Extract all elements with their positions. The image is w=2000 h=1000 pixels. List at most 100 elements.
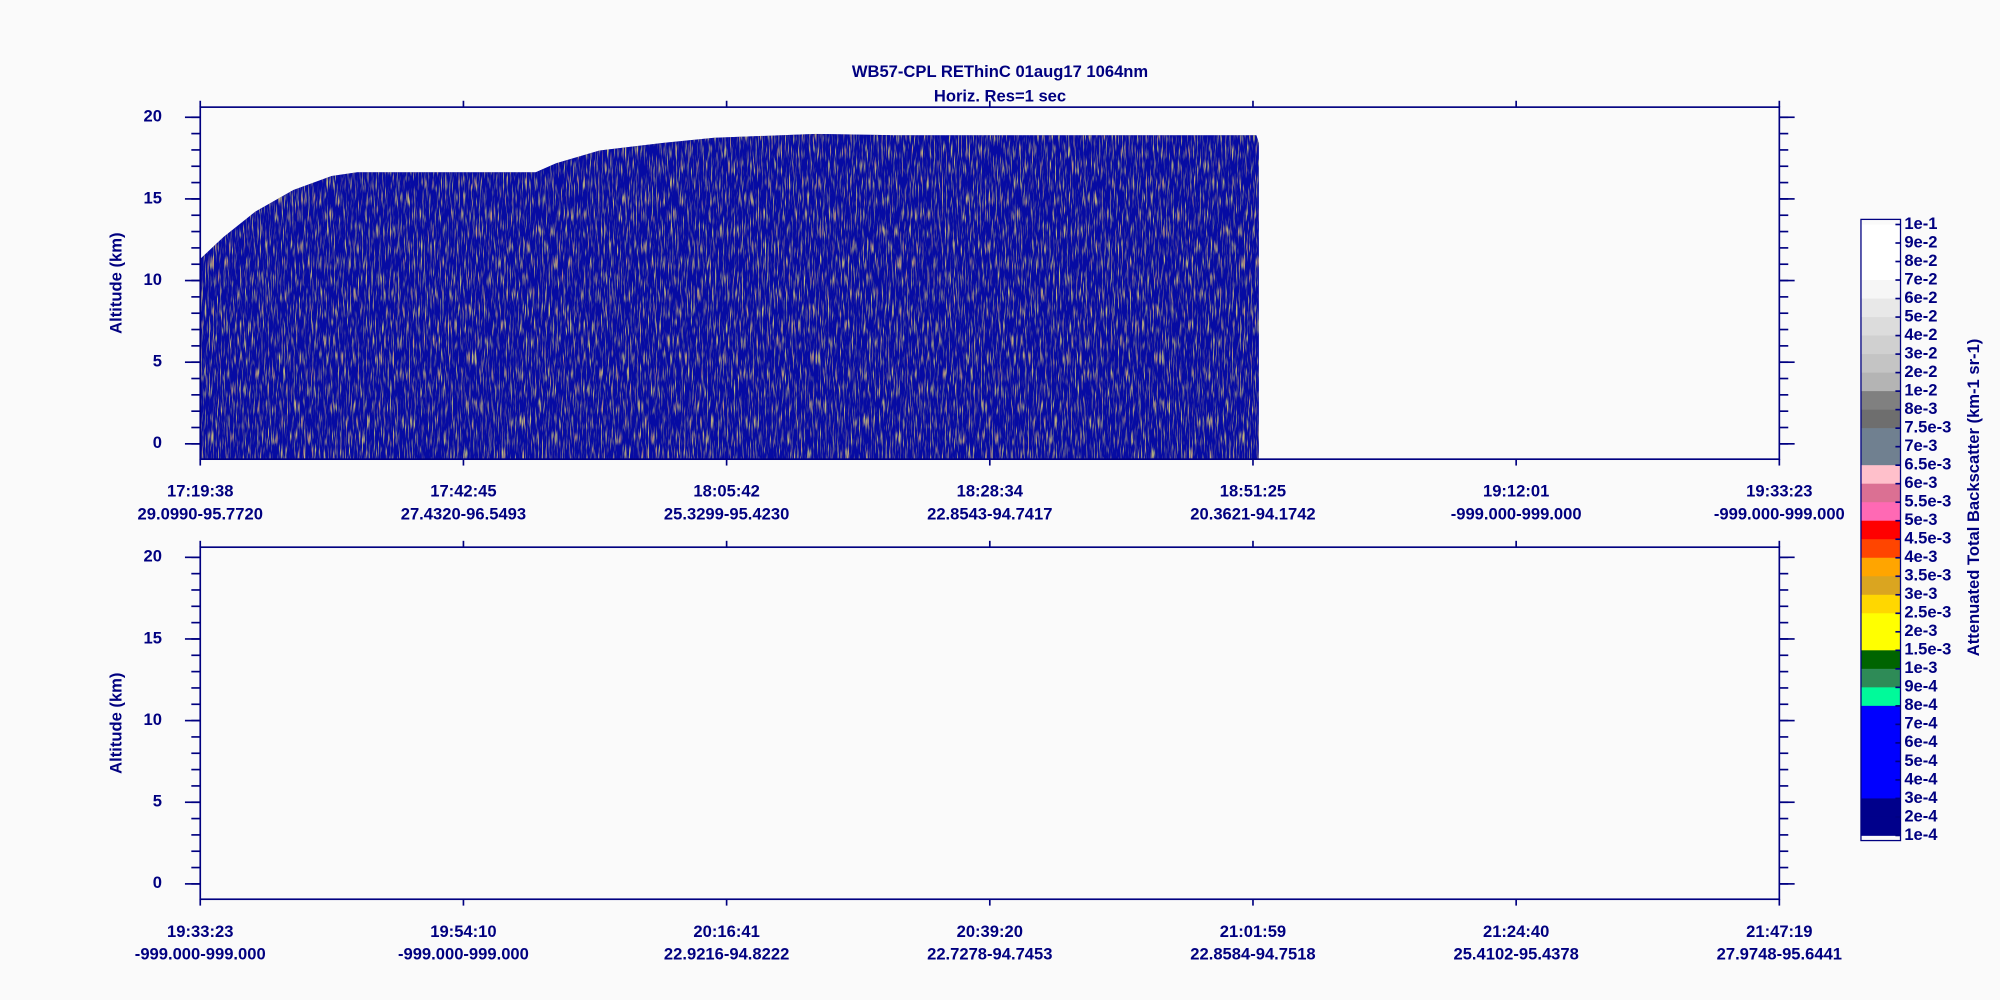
colorbar-band xyxy=(1860,428,1901,448)
colorbar-band xyxy=(1860,391,1901,411)
colorbar-band xyxy=(1860,594,1901,614)
colorbar-label: 2.5e-3 xyxy=(1904,603,1951,622)
y-tick-label: 5 xyxy=(153,352,162,371)
x-tick-label: 18:28:34 xyxy=(957,482,1024,501)
y-axis-label: Altitude (km) xyxy=(107,673,126,774)
colorbar-frame xyxy=(1860,218,1902,842)
colorbar-label: 4e-4 xyxy=(1904,769,1938,788)
x-tick-sublabel: 25.4102-95.4378 xyxy=(1453,945,1578,964)
colorbar-band xyxy=(1860,668,1901,688)
colorbar-band xyxy=(1860,502,1901,522)
colorbar-label: 5.5e-3 xyxy=(1904,492,1951,511)
colorbar-label: 3e-3 xyxy=(1904,584,1937,603)
y-axis-label: Altitude (km) xyxy=(107,233,126,334)
colorbar-band xyxy=(1860,261,1901,281)
y-tick-label: 5 xyxy=(153,792,162,811)
x-tick-sublabel: -999.000-999.000 xyxy=(398,945,529,964)
x-tick-sublabel: 27.4320-96.5493 xyxy=(401,505,526,524)
colorbar-label: 2e-4 xyxy=(1904,806,1938,825)
colorbar-band xyxy=(1860,317,1901,336)
colorbar-title: Attenuated Total Backscatter (km-1 sr-1) xyxy=(1964,339,1983,657)
colorbar-label: 3.5e-3 xyxy=(1904,566,1951,585)
colorbar-label: 6e-2 xyxy=(1904,288,1937,307)
colorbar-band xyxy=(1860,372,1901,392)
x-tick-sublabel: -999.000-999.000 xyxy=(1714,505,1845,524)
y-tick-label: 10 xyxy=(144,710,162,729)
y-tick-label: 15 xyxy=(144,188,162,207)
colorbar-label: 5e-2 xyxy=(1904,306,1937,325)
colorbar-label: 4e-3 xyxy=(1904,547,1937,566)
colorbar-band xyxy=(1860,520,1901,540)
colorbar-band xyxy=(1860,687,1901,707)
colorbar-band xyxy=(1860,465,1901,485)
colorbar-label: 3e-4 xyxy=(1904,788,1938,807)
colorbar-band xyxy=(1860,483,1901,503)
curtain-speckle xyxy=(200,133,1259,460)
x-tick-sublabel: 22.7278-94.7453 xyxy=(927,945,1052,964)
colorbar-band xyxy=(1860,557,1901,577)
colorbar-label: 3e-2 xyxy=(1904,343,1937,362)
x-tick-label: 21:01:59 xyxy=(1220,922,1286,941)
colorbar-band xyxy=(1860,446,1901,466)
colorbar-band xyxy=(1860,761,1901,781)
colorbar-label: 4.5e-3 xyxy=(1904,529,1951,548)
colorbar-band xyxy=(1860,280,1901,299)
colorbar-band xyxy=(1860,816,1901,836)
x-tick-sublabel: 22.8543-94.7417 xyxy=(927,505,1052,524)
x-tick-label: 21:47:19 xyxy=(1746,922,1812,941)
colorbar-label: 6e-3 xyxy=(1904,473,1937,492)
colorbar-band xyxy=(1860,243,1901,262)
colorbar-band xyxy=(1860,298,1901,318)
colorbar-label: 1.5e-3 xyxy=(1904,640,1951,659)
colorbar-label: 8e-2 xyxy=(1904,251,1937,270)
colorbar-label: 1e-1 xyxy=(1904,214,1937,233)
colorbar-band xyxy=(1860,576,1901,596)
colorbar-band xyxy=(1860,224,1901,244)
y-tick-label: 0 xyxy=(153,433,162,452)
x-tick-sublabel: -999.000-999.000 xyxy=(1451,505,1582,524)
x-tick-label: 18:05:42 xyxy=(693,482,759,501)
colorbar-label: 6e-4 xyxy=(1904,732,1938,751)
x-tick-label: 18:51:25 xyxy=(1220,482,1286,501)
colorbar-label: 5e-4 xyxy=(1904,751,1938,770)
colorbar-band xyxy=(1860,409,1901,429)
colorbar-band xyxy=(1860,613,1901,633)
colorbar-band xyxy=(1860,354,1901,373)
colorbar-band xyxy=(1860,724,1901,744)
x-tick-sublabel: 29.0990-95.7720 xyxy=(138,505,263,524)
y-tick-label: 20 xyxy=(144,547,162,566)
colorbar-band xyxy=(1860,798,1901,818)
y-tick-label: 0 xyxy=(153,873,162,892)
colorbar-label: 7e-2 xyxy=(1904,269,1937,288)
y-tick-label: 15 xyxy=(144,628,162,647)
x-tick-label: 17:19:38 xyxy=(167,482,233,501)
colorbar-label: 2e-3 xyxy=(1904,621,1937,640)
x-tick-label: 21:24:40 xyxy=(1483,922,1549,941)
y-tick-label: 10 xyxy=(144,270,162,289)
colorbar-label: 1e-4 xyxy=(1904,825,1938,844)
colorbar-label: 6.5e-3 xyxy=(1904,455,1951,474)
colorbar-label: 1e-2 xyxy=(1904,380,1937,399)
y-tick-label: 20 xyxy=(144,107,162,126)
colorbar-band xyxy=(1860,705,1901,725)
chart-title: WB57-CPL REThinC 01aug17 1064nm xyxy=(852,62,1148,81)
x-tick-sublabel: 22.8584-94.7518 xyxy=(1190,945,1315,964)
x-tick-label: 19:33:23 xyxy=(167,922,233,941)
colorbar-band xyxy=(1860,779,1901,799)
colorbar-label: 9e-4 xyxy=(1904,677,1938,696)
x-tick-sublabel: 27.9748-95.6441 xyxy=(1717,945,1842,964)
x-tick-sublabel: 20.3621-94.1742 xyxy=(1190,505,1315,524)
colorbar-band xyxy=(1860,335,1901,355)
colorbar-band xyxy=(1860,650,1901,670)
colorbar-label: 1e-3 xyxy=(1904,658,1937,677)
x-tick-sublabel: 25.3299-95.4230 xyxy=(664,505,789,524)
colorbar-label: 9e-2 xyxy=(1904,232,1937,251)
colorbar-band xyxy=(1860,539,1901,559)
colorbar-label: 7e-3 xyxy=(1904,436,1937,455)
colorbar-label: 7.5e-3 xyxy=(1904,418,1951,437)
chart-subtitle: Horiz. Res=1 sec xyxy=(934,86,1066,105)
x-tick-label: 20:16:41 xyxy=(693,922,759,941)
colorbar-band xyxy=(1860,631,1901,651)
